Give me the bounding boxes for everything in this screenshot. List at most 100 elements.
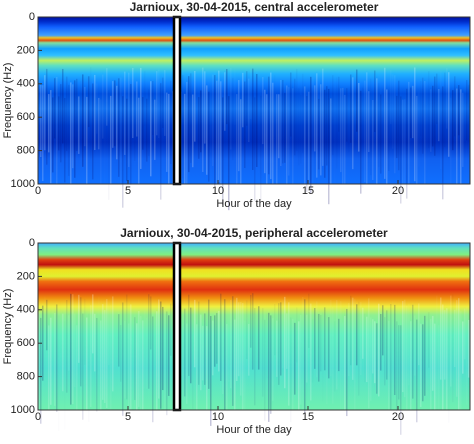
spectrogram-texture bbox=[466, 80, 468, 141]
spectrogram-image bbox=[38, 243, 470, 410]
spectrogram-texture bbox=[72, 294, 74, 405]
spectrogram-texture bbox=[384, 317, 386, 386]
spectrogram-texture bbox=[200, 314, 202, 391]
spectrogram-texture bbox=[244, 320, 246, 435]
x-tick-label: 15 bbox=[302, 411, 314, 423]
spectrogram-texture bbox=[434, 323, 436, 413]
spectrogram-texture bbox=[240, 99, 242, 197]
chart-title: Jarnioux, 30-04-2015, peripheral acceler… bbox=[120, 226, 388, 240]
spectrogram-texture bbox=[418, 92, 420, 166]
spectrogram-texture bbox=[350, 295, 352, 366]
spectrogram-texture bbox=[94, 74, 96, 151]
spectrogram-texture bbox=[460, 311, 462, 412]
spectrogram-texture bbox=[318, 313, 320, 382]
spectrogram-texture bbox=[394, 304, 396, 396]
spectrogram-texture bbox=[428, 312, 430, 368]
spectrogram-texture bbox=[182, 75, 184, 179]
spectrogram-texture bbox=[364, 313, 366, 382]
spectrogram-texture bbox=[248, 78, 250, 143]
spectrogram-texture bbox=[170, 303, 172, 356]
spectrogram-texture bbox=[56, 76, 58, 190]
spectrogram-texture bbox=[370, 79, 372, 176]
spectrogram-texture bbox=[314, 85, 316, 152]
spectrogram-texture bbox=[244, 81, 246, 168]
spectrogram-texture bbox=[228, 96, 230, 211]
spectrogram-texture bbox=[60, 300, 62, 353]
spectrogram-texture bbox=[310, 76, 312, 194]
spectrogram-texture bbox=[468, 84, 470, 142]
spectrogram-texture bbox=[364, 80, 366, 183]
spectrogram-texture bbox=[368, 298, 370, 409]
spectrogram-texture bbox=[220, 293, 222, 381]
spectrogram-texture bbox=[374, 70, 376, 133]
spectrogram-texture bbox=[80, 297, 82, 387]
spectrogram-texture bbox=[204, 71, 206, 144]
spectrogram-texture bbox=[88, 76, 90, 128]
spectrogram-texture bbox=[214, 75, 216, 186]
spectrogram-texture bbox=[336, 77, 338, 168]
spectrogram-texture bbox=[142, 320, 144, 418]
spectrogram-texture bbox=[204, 313, 206, 385]
spectrogram-texture bbox=[278, 94, 280, 159]
spectrogram-texture bbox=[192, 308, 194, 409]
spectrogram-texture bbox=[132, 311, 134, 364]
spectrogram-texture bbox=[462, 321, 464, 374]
spectrogram-texture bbox=[232, 78, 234, 160]
spectrogram-texture bbox=[258, 73, 260, 174]
spectrogram-texture bbox=[194, 299, 196, 368]
spectrogram-texture bbox=[412, 304, 414, 399]
spectrogram-texture bbox=[430, 318, 432, 424]
spectrogram-texture bbox=[226, 68, 228, 125]
spectrogram-texture bbox=[432, 85, 434, 147]
spectrogram-texture bbox=[188, 76, 190, 173]
spectrogram-texture bbox=[122, 96, 124, 208]
spectrogram-texture bbox=[222, 97, 224, 205]
spectrogram-texture bbox=[276, 94, 278, 187]
spectrogram-texture bbox=[230, 299, 232, 389]
spectrogram-texture bbox=[108, 305, 110, 366]
spectrogram-texture bbox=[80, 81, 82, 141]
spectrogram-texture bbox=[64, 321, 66, 429]
spectrogram-texture bbox=[96, 83, 98, 133]
spectrogram-texture bbox=[90, 305, 92, 408]
spectrogram-texture bbox=[266, 94, 268, 196]
spectrogram-texture bbox=[142, 97, 144, 150]
spectrogram-texture bbox=[358, 83, 360, 152]
spectrogram-texture bbox=[292, 318, 294, 433]
spectrogram-texture bbox=[344, 315, 346, 412]
spectrogram-texture bbox=[216, 80, 218, 184]
spectrogram-texture bbox=[448, 309, 450, 423]
spectrogram-texture bbox=[444, 310, 446, 380]
spectrogram-texture bbox=[308, 293, 310, 348]
spectrogram-texture bbox=[372, 319, 374, 374]
spectrogram-texture bbox=[76, 78, 78, 151]
spectrogram-texture bbox=[392, 301, 394, 393]
spectrogram-texture bbox=[388, 89, 390, 171]
spectrogram-texture bbox=[242, 72, 244, 128]
spectrogram-texture bbox=[258, 306, 260, 370]
spectrogram-texture bbox=[328, 317, 330, 379]
spectrogram-texture bbox=[272, 318, 274, 401]
spectrogram-texture bbox=[390, 304, 392, 410]
spectrogram-texture bbox=[380, 94, 382, 174]
spectrogram-texture bbox=[322, 68, 324, 166]
spectrogram-texture bbox=[234, 69, 236, 125]
spectrogram-texture bbox=[362, 88, 364, 188]
spectrogram-texture bbox=[42, 85, 44, 182]
spectrogram-texture bbox=[164, 70, 166, 136]
spectrogram-texture bbox=[308, 91, 310, 202]
spectrogram-texture bbox=[300, 95, 302, 163]
spectrogram-texture bbox=[62, 68, 64, 144]
spectrogram-texture bbox=[96, 317, 98, 412]
spectrogram-texture bbox=[126, 294, 128, 400]
spectrogram-texture bbox=[212, 74, 214, 167]
spectrogram-image bbox=[38, 17, 470, 184]
plot-frame bbox=[37, 16, 471, 185]
spectrogram-texture bbox=[196, 72, 198, 149]
spectrogram-texture bbox=[282, 299, 284, 369]
spectrogram-texture bbox=[52, 305, 54, 387]
spectrogram-texture bbox=[54, 78, 56, 139]
spectrogram-texture bbox=[326, 319, 328, 404]
y-tick-label: 200 bbox=[17, 270, 35, 282]
spectrogram-texture bbox=[344, 94, 346, 211]
